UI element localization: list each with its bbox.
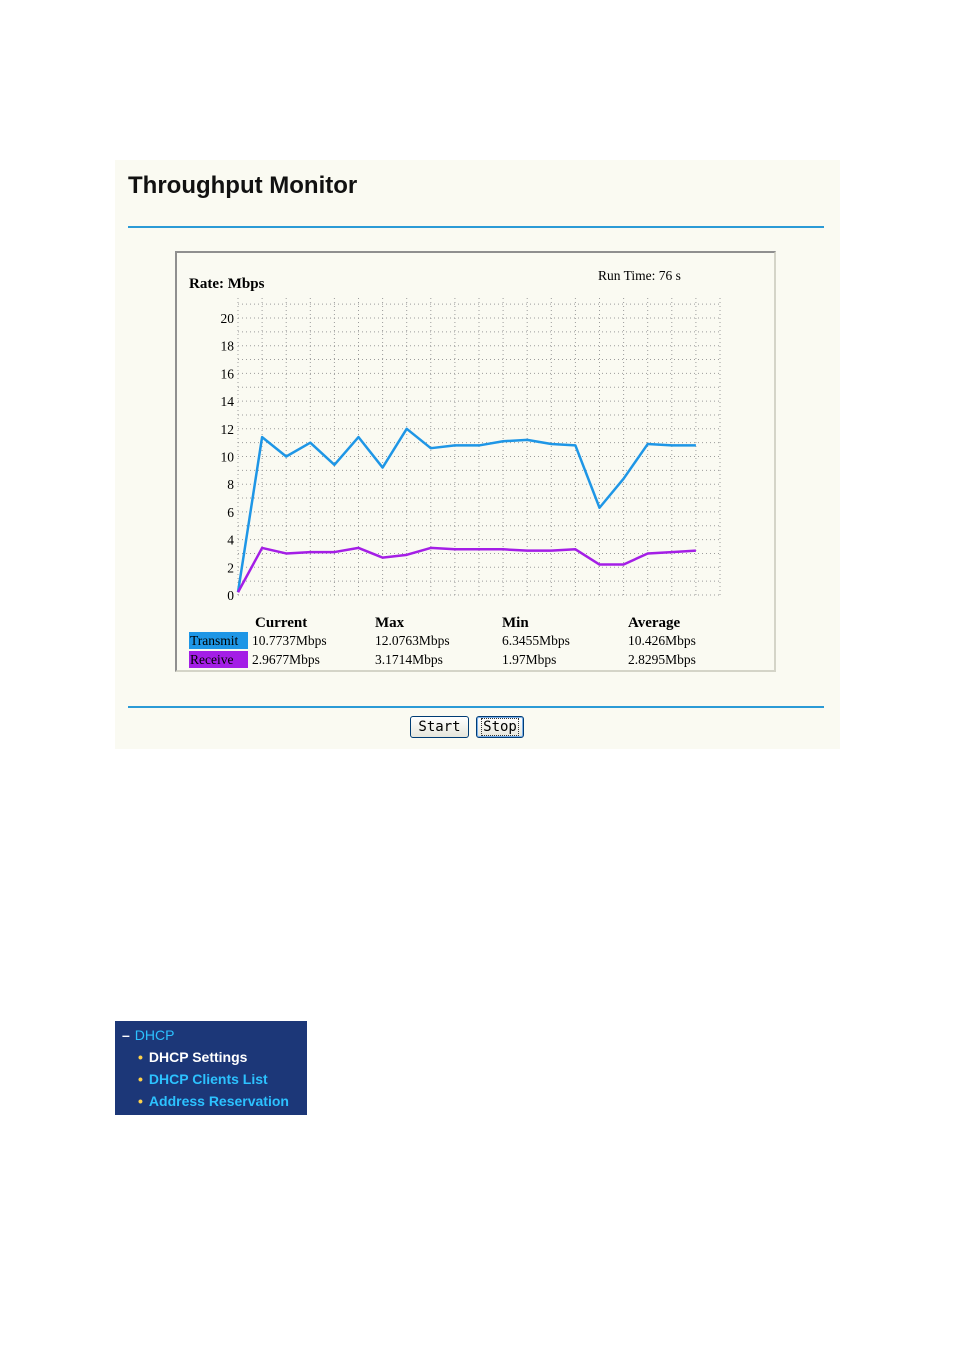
page-title: Throughput Monitor [128,172,358,199]
chart-grid [237,298,721,596]
y-tick-label: 2 [227,560,234,575]
y-axis-ticks: 0 2 4 6 8 10 12 14 16 18 20 [221,311,235,603]
y-tick-label: 10 [221,450,235,465]
menu-section-label: DHCP [134,1027,175,1043]
y-tick-label: 16 [221,366,235,381]
bullet-icon: • [138,1093,143,1109]
header-max: Max [375,615,405,631]
transmit-max: 12.0763Mbps [375,633,450,648]
footer-divider [128,706,824,708]
monitor-box: Rate: Mbps Run Time: 76 s 0 2 4 6 8 10 12 14 16 1… [175,251,776,672]
stats-table: Current Max Min Average Transmit 10.7737… [189,615,696,668]
stop-button-label: Stop [481,718,519,736]
title-divider [128,226,824,228]
y-tick-label: 6 [227,505,234,520]
throughput-monitor-panel: Throughput Monitor Rate: Mbps Run Time: … [115,160,840,749]
transmit-current: 10.7737Mbps [252,633,327,648]
collapse-icon: – [122,1027,130,1043]
transmit-legend-swatch [189,632,248,649]
menu-item-label: Address Reservation [148,1093,289,1109]
transmit-min: 6.3455Mbps [502,633,570,648]
menu-item-dhcp-settings[interactable]: • DHCP Settings [138,1049,247,1065]
menu-item-address-reservation[interactable]: • Address Reservation [138,1093,289,1109]
series-line-transmit [236,427,696,593]
y-tick-label: 14 [221,394,235,409]
menu-section-dhcp[interactable]: – DHCP [122,1027,174,1043]
transmit-average: 10.426Mbps [628,633,696,648]
run-time: Run Time: 76 s [598,268,681,283]
throughput-chart: Rate: Mbps Run Time: 76 s 0 2 4 6 8 10 12 14 16 1… [189,268,721,668]
bullet-icon: • [138,1071,143,1087]
y-tick-label: 0 [227,588,234,603]
header-current: Current [255,615,307,631]
menu-item-label: DHCP Settings [148,1049,248,1065]
transmit-label: Transmit [190,633,239,648]
header-average: Average [628,615,681,631]
dhcp-menu: – DHCP • DHCP Settings • DHCP Clients List … [115,1021,307,1115]
y-tick-label: 8 [227,477,234,492]
y-tick-label: 4 [227,533,234,548]
y-tick-label: 12 [221,422,235,437]
bullet-icon: • [138,1049,143,1065]
receive-min: 1.97Mbps [502,652,556,667]
receive-average: 2.8295Mbps [628,652,696,667]
menu-item-dhcp-clients-list[interactable]: • DHCP Clients List [138,1071,268,1087]
menu-item-label: DHCP Clients List [148,1071,268,1087]
y-tick-label: 20 [221,311,235,326]
chart-series [236,427,696,593]
receive-current: 2.9677Mbps [252,652,320,667]
series-line-receive [236,546,696,593]
stop-button[interactable]: Stop [476,716,524,738]
start-button[interactable]: Start [410,716,469,738]
receive-label: Receive [190,652,233,667]
receive-max: 3.1714Mbps [375,652,443,667]
y-tick-label: 18 [221,339,235,354]
rate-label: Rate: Mbps [189,276,265,292]
header-min: Min [502,615,529,631]
receive-legend-swatch [189,651,248,668]
